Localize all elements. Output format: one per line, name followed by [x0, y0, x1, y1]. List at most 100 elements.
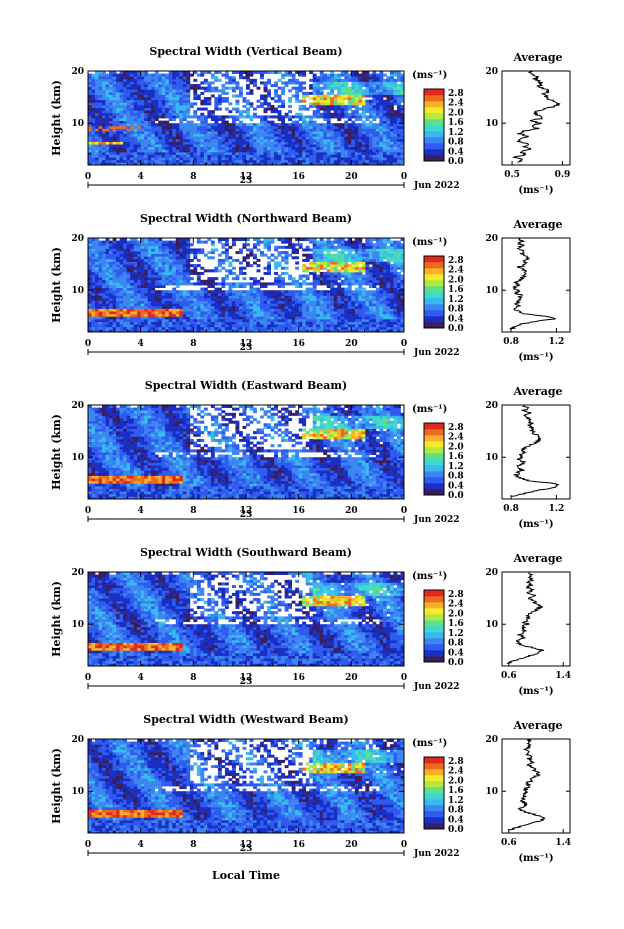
colorbar-tick-label: 1.6 — [448, 118, 464, 128]
colorbar-tick-label: 2.4 — [448, 600, 464, 610]
colorbar-swatch — [424, 799, 444, 806]
x-tick-label: 0 — [401, 840, 407, 850]
colorbar-swatch — [424, 644, 444, 651]
colorbar-tick-label: 2.0 — [448, 776, 464, 786]
average-profile-line — [511, 404, 560, 497]
colorbar-swatch — [424, 626, 444, 633]
day-label: 23 — [240, 677, 253, 687]
x-tick-label: 0 — [85, 673, 91, 683]
y-tick-label: 10 — [71, 620, 84, 630]
colorbar-swatch — [424, 143, 444, 150]
colorbar-frame — [423, 756, 445, 830]
y-axis-label: Height (km) — [50, 80, 63, 156]
colorbar-swatch — [424, 429, 444, 436]
average-title: Average — [512, 719, 562, 732]
panel-title: Spectral Width (Northward Beam) — [140, 212, 352, 225]
average-title: Average — [512, 51, 562, 64]
colorbar-tick-label: 0.8 — [448, 305, 464, 315]
x-tick-label: 20 — [345, 673, 358, 683]
x-tick-label: 0 — [401, 339, 407, 349]
colorbar-swatch — [424, 489, 444, 496]
heatmap-cells — [88, 405, 405, 500]
colorbar-tick-label: 0.0 — [448, 324, 464, 334]
colorbar-swatch — [424, 817, 444, 824]
average-title: Average — [512, 218, 562, 231]
x-tick-label: 8 — [190, 339, 196, 349]
y-tick-label: 20 — [71, 568, 84, 578]
colorbar-frame — [423, 589, 445, 663]
colorbar-swatch — [424, 590, 444, 597]
colorbar-tick-label: 1.2 — [448, 462, 464, 472]
x-tick-label: 4 — [138, 840, 144, 850]
colorbar-swatch — [424, 823, 444, 830]
panel-title: Spectral Width (Westward Beam) — [143, 713, 348, 726]
colorbar-swatch — [424, 775, 444, 782]
colorbar-swatch — [424, 638, 444, 645]
colorbar-unit: (ms⁻¹) — [412, 70, 447, 81]
panel-title: Spectral Width (Southward Beam) — [140, 546, 352, 559]
y-tick-label: 20 — [71, 401, 84, 411]
average-profile-line — [511, 70, 561, 163]
colorbar-swatch — [424, 781, 444, 788]
heatmap-cells — [88, 71, 405, 166]
colorbar-tick-label: 1.2 — [448, 629, 464, 639]
x-tick-label: 20 — [345, 506, 358, 516]
colorbar-tick-label: 0.4 — [448, 147, 464, 157]
colorbar-swatch — [424, 256, 444, 263]
average-x-label: (ms⁻¹) — [518, 352, 553, 363]
day-label: 23 — [240, 343, 253, 353]
colorbar-swatch — [424, 274, 444, 281]
colorbar-swatch — [424, 155, 444, 162]
x-tick-label: 12 — [240, 673, 253, 683]
x-tick-label: 16 — [292, 506, 305, 516]
heatmap-cells — [88, 739, 405, 834]
x-axis-label: Local Time — [212, 869, 280, 882]
colorbar-tick-label: 1.2 — [448, 796, 464, 806]
colorbar-unit: (ms⁻¹) — [412, 571, 447, 582]
colorbar-tick-label: 0.4 — [448, 314, 464, 324]
colorbar-tick-label: 0.8 — [448, 472, 464, 482]
x-tick-label: 16 — [292, 172, 305, 182]
x-tick-label: 0 — [85, 506, 91, 516]
panel-westward: Spectral Width (Westward Beam) 20 10 Height… — [50, 713, 571, 864]
average-y-tick-label: 20 — [485, 67, 498, 77]
colorbar-swatch — [424, 769, 444, 776]
date-label: Jun 2022 — [413, 515, 460, 525]
colorbar-tick-label: 2.4 — [448, 767, 464, 777]
day-label: 23 — [240, 510, 253, 520]
y-tick-label: 20 — [71, 234, 84, 244]
colorbar-frame — [423, 255, 445, 329]
average-x-tick-label: 1.4 — [555, 838, 571, 848]
x-tick-label: 8 — [190, 840, 196, 850]
y-axis-label: Height (km) — [50, 247, 63, 323]
heatmap-cells — [88, 238, 405, 333]
colorbar-frame — [423, 88, 445, 162]
colorbar-swatch — [424, 149, 444, 156]
day-label: 23 — [240, 844, 253, 854]
colorbar-swatch — [424, 316, 444, 323]
colorbar-tick-label: 2.4 — [448, 99, 464, 109]
average-x-tick-label: 0.5 — [504, 170, 520, 180]
colorbar-swatch — [424, 310, 444, 317]
x-tick-label: 4 — [138, 506, 144, 516]
x-tick-label: 4 — [138, 673, 144, 683]
x-tick-label: 20 — [345, 840, 358, 850]
y-axis-label: Height (km) — [50, 414, 63, 490]
colorbar-tick-label: 0.0 — [448, 157, 464, 167]
colorbar-swatch — [424, 322, 444, 329]
colorbar-tick-label: 1.6 — [448, 285, 464, 295]
colorbar-swatch — [424, 262, 444, 269]
colorbar-swatch — [424, 608, 444, 615]
colorbar-swatch — [424, 435, 444, 442]
average-y-tick-label: 10 — [485, 453, 498, 463]
colorbar-tick-label: 2.8 — [448, 590, 464, 600]
average-x-tick-label: 1.2 — [549, 504, 565, 514]
average-frame — [501, 738, 571, 834]
day-label: 23 — [240, 176, 253, 186]
colorbar-swatch — [424, 465, 444, 472]
colorbar-swatch — [424, 632, 444, 639]
x-tick-label: 16 — [292, 840, 305, 850]
colorbar-swatch — [424, 614, 444, 621]
panel-title: Spectral Width (Vertical Beam) — [149, 45, 342, 58]
x-tick-label: 0 — [85, 172, 91, 182]
